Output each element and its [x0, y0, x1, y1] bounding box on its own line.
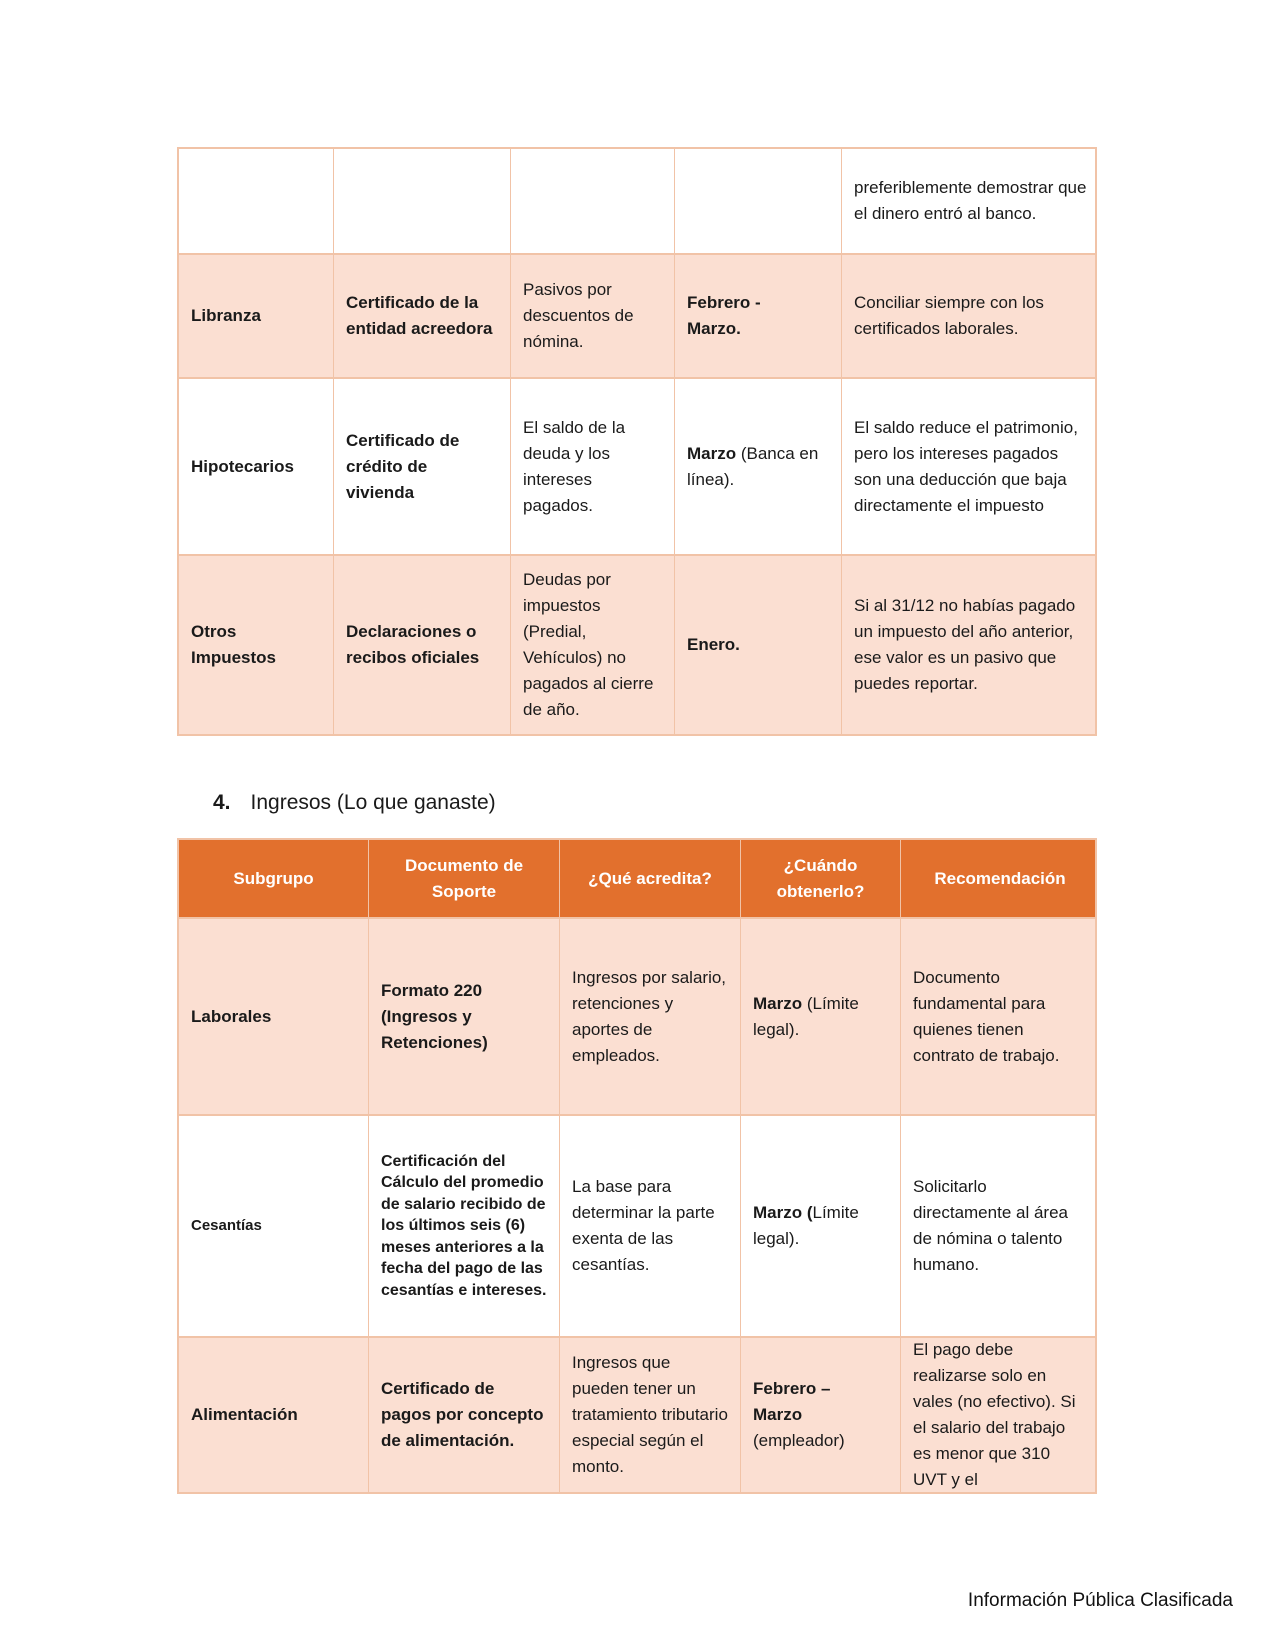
table-row: Subgrupo Documento de Soporte ¿Qué acredit… — [179, 840, 1095, 917]
t1-cell-r2-c0: Hipotecarios — [179, 379, 333, 554]
cell-text: Recomendación — [934, 868, 1066, 888]
cell-text: Certificado de pagos por concepto de ali… — [381, 1379, 549, 1450]
cell-text: Alimentación — [191, 1405, 298, 1424]
table-row: preferiblemente demostrar que el dinero … — [179, 149, 1095, 253]
table-row: Otros Impuestos Declaraciones o recibos o… — [179, 554, 1095, 734]
cell-text: Deudas por impuestos (Predial, Vehículos… — [523, 570, 659, 719]
t2-cell-r0-c1: Formato 220 (Ingresos y Retenciones) — [368, 919, 559, 1114]
t2-cell-r2-c1: Certificado de pagos por concepto de ali… — [368, 1338, 559, 1492]
heading-label: Ingresos (Lo que ganaste) — [250, 791, 496, 814]
cell-text: Febrero - Marzo. — [687, 293, 761, 338]
cell-text: Marzo (Banca en línea). — [687, 443, 824, 489]
cell-text: Hipotecarios — [191, 456, 294, 476]
t2-cell-r2-c3: Febrero – Marzo (empleador) — [740, 1338, 900, 1492]
t1-cell-r3-c1: Declaraciones o recibos oficiales — [333, 556, 510, 734]
t2-cell-r1-c4: Solicitarlo directamente al área de nómi… — [900, 1116, 1095, 1336]
cell-text: Febrero – Marzo (empleador) — [753, 1379, 845, 1450]
t1-cell-r3-c2: Deudas por impuestos (Predial, Vehículos… — [510, 556, 674, 734]
t1-cell-r3-c4: Si al 31/12 no habías pagado un impuesto… — [841, 556, 1095, 734]
cell-text: Si al 31/12 no habías pagado un impuesto… — [854, 596, 1080, 693]
table-row: Alimentación Certificado de pagos por con… — [179, 1336, 1095, 1492]
t1-cell-r3-c3: Enero. — [674, 556, 841, 734]
cell-text: Enero. — [687, 635, 740, 654]
cell-text: La base para determinar la parte exenta … — [572, 1177, 720, 1274]
cell-text: ¿Qué acredita? — [588, 868, 712, 888]
cell-text: El saldo reduce el patrimonio, pero los … — [854, 417, 1083, 515]
cell-text: Libranza — [191, 306, 261, 325]
t1-cell-r0-c3 — [674, 149, 841, 253]
t2-cell-r1-c0: Cesantías — [179, 1116, 368, 1336]
cell-text: Formato 220 (Ingresos y Retenciones) — [381, 980, 488, 1052]
t2-header-cell-r0-c4: Recomendación — [900, 840, 1095, 917]
t1-cell-r2-c1: Certificado de crédito de vivienda — [333, 379, 510, 554]
table-row: Libranza Certificado de la entidad acreed… — [179, 253, 1095, 377]
cell-text: ¿Cuándo obtenerlo? — [776, 855, 865, 901]
cell-text: Pasivos por descuentos de nómina. — [523, 280, 639, 351]
t1-cell-r1-c4: Conciliar siempre con los certificados l… — [841, 255, 1095, 377]
t1-cell-r0-c0 — [179, 149, 333, 253]
t1-cell-r3-c0: Otros Impuestos — [179, 556, 333, 734]
cell-text: Solicitarlo directamente al área de nómi… — [913, 1177, 1073, 1274]
cell-text: Documento de Soporte — [404, 855, 528, 901]
cell-text: Otros Impuestos — [191, 622, 277, 667]
t1-cell-r1-c0: Libranza — [179, 255, 333, 377]
cell-text: Certificado de crédito de vivienda — [346, 430, 465, 502]
t2-cell-r0-c2: Ingresos por salario, retenciones y apor… — [559, 919, 740, 1114]
cell-text: Certificado de la entidad acreedora — [346, 293, 493, 338]
cell-text: Cesantías — [191, 1217, 262, 1234]
t1-cell-r0-c1 — [333, 149, 510, 253]
t2-header-cell-r0-c2: ¿Qué acredita? — [559, 840, 740, 917]
t2-header-cell-r0-c3: ¿Cuándo obtenerlo? — [740, 840, 900, 917]
t2-cell-r1-c1: Certificación del Cálculo del promedio d… — [368, 1116, 559, 1336]
cell-text: Certificación del Cálculo del promedio d… — [381, 1152, 550, 1299]
cell-text: Laborales — [191, 1006, 272, 1026]
table-ingresos: Subgrupo Documento de Soporte ¿Qué acredit… — [177, 838, 1097, 1494]
t1-cell-r2-c3: Marzo (Banca en línea). — [674, 379, 841, 554]
t1-cell-r0-c4: preferiblemente demostrar que el dinero … — [841, 149, 1095, 253]
cell-text: Ingresos por salario, retenciones y apor… — [572, 967, 731, 1065]
t2-header-cell-r0-c1: Documento de Soporte — [368, 840, 559, 917]
table-row: Cesantías Certificación del Cálculo del p… — [179, 1114, 1095, 1336]
t2-cell-r0-c3: Marzo (Límite legal). — [740, 919, 900, 1114]
table-row: Laborales Formato 220 (Ingresos y Retenci… — [179, 917, 1095, 1114]
t1-cell-r1-c1: Certificado de la entidad acreedora — [333, 255, 510, 377]
t2-cell-r2-c2: Ingresos que pueden tener un tratamiento… — [559, 1338, 740, 1492]
section-heading-ingresos: 4. Ingresos (Lo que ganaste) — [213, 789, 496, 817]
cell-text: Conciliar siempre con los certificados l… — [854, 293, 1049, 338]
cell-text: Subgrupo — [233, 868, 314, 888]
table-pasivos: preferiblemente demostrar que el dinero … — [177, 147, 1097, 736]
t2-cell-r1-c3: Marzo (Límite legal). — [740, 1116, 900, 1336]
t2-cell-r0-c0: Laborales — [179, 919, 368, 1114]
t2-cell-r1-c2: La base para determinar la parte exenta … — [559, 1116, 740, 1336]
t1-cell-r1-c3: Febrero - Marzo. — [674, 255, 841, 377]
t2-cell-r0-c4: Documento fundamental para quienes tiene… — [900, 919, 1095, 1114]
t1-cell-r1-c2: Pasivos por descuentos de nómina. — [510, 255, 674, 377]
cell-text: El pago debe realizarse solo en vales (n… — [913, 1340, 1081, 1489]
t2-cell-r2-c4: El pago debe realizarse solo en vales (n… — [900, 1338, 1095, 1492]
heading-number: 4. — [213, 791, 231, 814]
t1-cell-r2-c4: El saldo reduce el patrimonio, pero los … — [841, 379, 1095, 554]
footer-classification: Información Pública Clasificada — [967, 1590, 1233, 1611]
cell-text: Marzo (Límite legal). — [753, 1203, 864, 1248]
t2-header-cell-r0-c0: Subgrupo — [179, 840, 368, 917]
table-row: Hipotecarios Certificado de crédito de vi… — [179, 377, 1095, 554]
t2-cell-r2-c0: Alimentación — [179, 1338, 368, 1492]
cell-text: preferiblemente demostrar que el dinero … — [854, 178, 1092, 223]
cell-text: Marzo (Límite legal). — [753, 993, 864, 1039]
t1-cell-r2-c2: El saldo de la deuda y los intereses pag… — [510, 379, 674, 554]
cell-text: El saldo de la deuda y los intereses pag… — [523, 417, 630, 515]
cell-text: Documento fundamental para quienes tiene… — [913, 967, 1060, 1065]
cell-text: Declaraciones o recibos oficiales — [346, 622, 482, 667]
t1-cell-r0-c2 — [510, 149, 674, 253]
cell-text: Ingresos que pueden tener un tratamiento… — [572, 1353, 733, 1476]
